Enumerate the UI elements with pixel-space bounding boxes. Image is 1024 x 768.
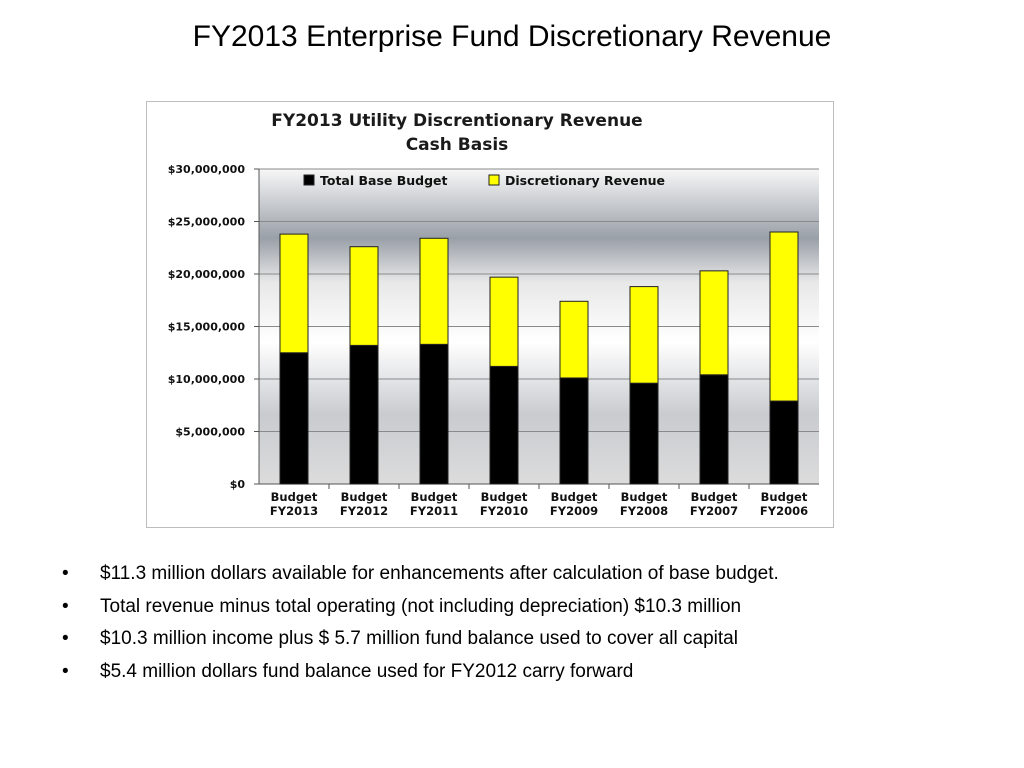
x-category-label: Budget — [761, 490, 808, 504]
bullet-text: $5.4 million dollars fund balance used f… — [100, 660, 634, 682]
legend-swatch — [303, 174, 315, 186]
x-category-label: Budget — [411, 490, 458, 504]
y-tick-label: $30,000,000 — [168, 163, 246, 176]
bullet-marker: • — [62, 628, 69, 649]
bar-total-base-budget — [629, 382, 659, 485]
x-category-label: Budget — [691, 490, 738, 504]
bullet-text: Total revenue minus total operating (not… — [100, 595, 742, 617]
y-tick-label: $15,000,000 — [168, 321, 246, 334]
bar-total-base-budget — [769, 400, 799, 485]
legend-label: Total Base Budget — [320, 173, 448, 188]
x-category-label: FY2012 — [340, 504, 388, 518]
legend-swatch — [488, 174, 500, 186]
y-tick-label: $25,000,000 — [168, 216, 246, 229]
bar-total-base-budget — [489, 365, 519, 485]
bar-discretionary-revenue — [559, 300, 589, 379]
y-tick-label: $0 — [230, 478, 246, 491]
bullet-item: • Total revenue minus total operating (no… — [62, 596, 982, 629]
bar-discretionary-revenue — [629, 286, 659, 384]
bullet-item: • $5.4 million dollars fund balance used … — [62, 661, 982, 694]
bullet-marker: • — [62, 595, 69, 617]
bullet-item: • $10.3 million income plus $ 5.7 million… — [62, 628, 982, 661]
bullet-marker: • — [62, 660, 69, 682]
bullet-item: • $11.3 million dollars available for enh… — [62, 563, 982, 596]
x-category-label: FY2007 — [690, 504, 738, 518]
x-category-label: Budget — [341, 490, 388, 504]
x-category-label: FY2008 — [620, 504, 668, 518]
bar-discretionary-revenue — [279, 233, 309, 354]
y-tick-label: $5,000,000 — [175, 426, 245, 439]
bullet-list: • $11.3 million dollars available for enh… — [62, 563, 982, 693]
bullet-text: $10.3 million income plus $ 5.7 million … — [100, 628, 738, 649]
x-category-label: FY2006 — [760, 504, 808, 518]
y-tick-label: $10,000,000 — [168, 373, 246, 386]
bar-total-base-budget — [279, 352, 309, 485]
bar-discretionary-revenue — [769, 231, 799, 402]
bar-discretionary-revenue — [489, 276, 519, 367]
y-tick-label: $20,000,000 — [168, 268, 246, 281]
x-category-label: Budget — [481, 490, 528, 504]
x-category-label: Budget — [551, 490, 598, 504]
bar-total-base-budget — [559, 377, 589, 485]
bar-discretionary-revenue — [699, 270, 729, 376]
bullet-text: $11.3 million dollars available for enha… — [100, 563, 779, 584]
bar-discretionary-revenue — [349, 246, 379, 346]
bar-total-base-budget — [349, 344, 379, 485]
slide-title: FY2013 Enterprise Fund Discretionary Rev… — [192, 20, 832, 53]
x-category-label: FY2010 — [480, 504, 528, 518]
x-category-label: Budget — [271, 490, 318, 504]
chart-frame: FY2013 Utility Discrentionary Revenue Ca… — [146, 101, 834, 528]
legend-label: Discretionary Revenue — [505, 173, 665, 188]
bar-discretionary-revenue — [419, 237, 449, 345]
stacked-bar-chart: FY2013 Utility Discrentionary Revenue Ca… — [168, 111, 819, 518]
bar-total-base-budget — [699, 374, 729, 485]
chart-title: FY2013 Utility Discrentionary Revenue — [271, 111, 642, 131]
bullet-marker: • — [62, 563, 69, 584]
x-category-label: FY2011 — [410, 504, 458, 518]
chart-subtitle: Cash Basis — [406, 135, 509, 155]
x-category-label: Budget — [621, 490, 668, 504]
x-category-label: FY2013 — [270, 504, 318, 518]
x-category-label: FY2009 — [550, 504, 598, 518]
bar-total-base-budget — [419, 343, 449, 485]
